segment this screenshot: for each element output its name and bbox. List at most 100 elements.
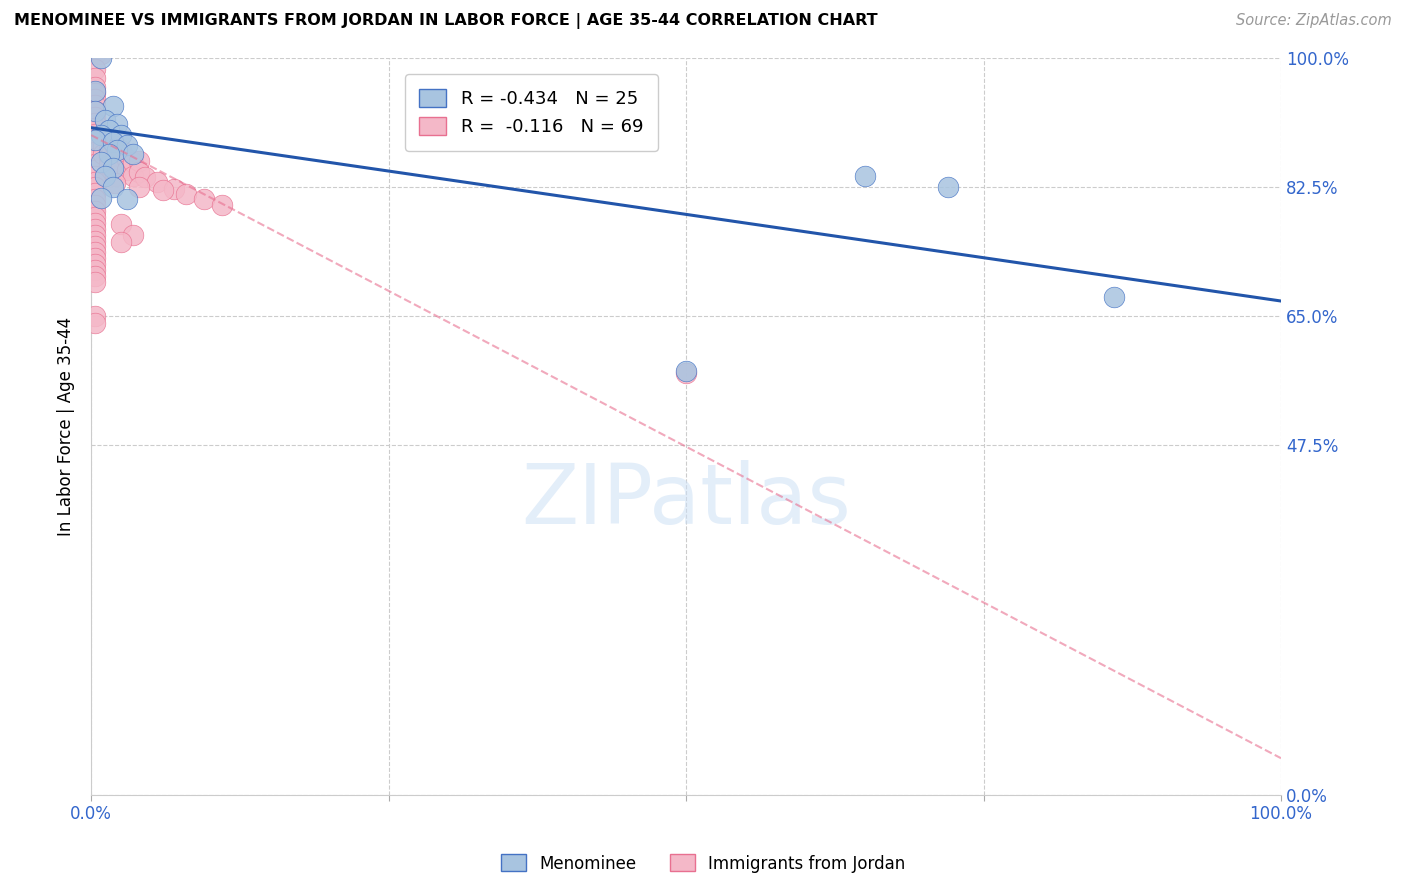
Point bbox=[83, 227, 105, 242]
Point bbox=[83, 110, 105, 124]
Point bbox=[83, 133, 105, 147]
Point bbox=[98, 123, 121, 137]
Point bbox=[83, 103, 105, 118]
Point bbox=[98, 150, 121, 164]
Point bbox=[193, 192, 215, 206]
Point bbox=[83, 198, 105, 212]
Legend: Menominee, Immigrants from Jordan: Menominee, Immigrants from Jordan bbox=[494, 847, 912, 880]
Point bbox=[83, 221, 105, 235]
Point bbox=[104, 169, 127, 183]
Point bbox=[83, 316, 105, 330]
Point bbox=[83, 62, 105, 76]
Point bbox=[101, 161, 124, 176]
Point bbox=[121, 155, 143, 169]
Point bbox=[94, 113, 117, 128]
Point bbox=[83, 139, 105, 153]
Point bbox=[115, 153, 138, 167]
Point bbox=[134, 170, 156, 185]
Point bbox=[128, 153, 150, 168]
Point bbox=[853, 169, 876, 183]
Point bbox=[83, 239, 105, 253]
Point bbox=[83, 103, 105, 118]
Text: MENOMINEE VS IMMIGRANTS FROM JORDAN IN LABOR FORCE | AGE 35-44 CORRELATION CHART: MENOMINEE VS IMMIGRANTS FROM JORDAN IN L… bbox=[14, 13, 877, 29]
Point bbox=[90, 191, 112, 205]
Point bbox=[110, 143, 132, 157]
Point bbox=[83, 71, 105, 86]
Point bbox=[121, 169, 143, 183]
Point bbox=[83, 121, 105, 136]
Point bbox=[91, 139, 114, 153]
Point bbox=[104, 153, 127, 168]
Point bbox=[110, 217, 132, 231]
Point bbox=[83, 169, 105, 183]
Point bbox=[83, 84, 105, 98]
Point bbox=[105, 143, 128, 157]
Point bbox=[83, 263, 105, 277]
Point bbox=[83, 275, 105, 289]
Point bbox=[83, 115, 105, 129]
Point bbox=[94, 169, 117, 183]
Point bbox=[104, 176, 127, 190]
Point bbox=[145, 175, 167, 189]
Point bbox=[83, 309, 105, 323]
Y-axis label: In Labor Force | Age 35-44: In Labor Force | Age 35-44 bbox=[58, 317, 75, 536]
Point bbox=[675, 364, 697, 378]
Point bbox=[90, 128, 112, 142]
Point bbox=[83, 98, 105, 112]
Point bbox=[83, 216, 105, 230]
Point bbox=[83, 210, 105, 224]
Point bbox=[115, 192, 138, 206]
Point bbox=[83, 245, 105, 260]
Point bbox=[83, 162, 105, 177]
Point bbox=[83, 92, 105, 106]
Point bbox=[98, 146, 121, 161]
Text: ZIPatlas: ZIPatlas bbox=[522, 459, 851, 541]
Point bbox=[83, 133, 105, 147]
Point bbox=[128, 179, 150, 194]
Point bbox=[121, 227, 143, 242]
Point bbox=[90, 51, 112, 65]
Legend: R = -0.434   N = 25, R =  -0.116   N = 69: R = -0.434 N = 25, R = -0.116 N = 69 bbox=[405, 74, 658, 151]
Point bbox=[83, 128, 105, 142]
Point bbox=[115, 137, 138, 152]
Point bbox=[83, 252, 105, 266]
Point bbox=[90, 155, 112, 169]
Point bbox=[101, 179, 124, 194]
Point bbox=[101, 98, 124, 112]
Point bbox=[675, 366, 697, 380]
Point bbox=[121, 146, 143, 161]
Point bbox=[104, 139, 127, 153]
Point bbox=[110, 235, 132, 249]
Point bbox=[98, 158, 121, 172]
Point bbox=[152, 183, 174, 197]
Point bbox=[83, 47, 105, 62]
Point bbox=[936, 179, 959, 194]
Point bbox=[128, 165, 150, 179]
Point bbox=[83, 80, 105, 95]
Point bbox=[91, 146, 114, 161]
Point bbox=[110, 158, 132, 172]
Point bbox=[110, 128, 132, 142]
Point bbox=[83, 192, 105, 206]
Point bbox=[83, 180, 105, 194]
Point bbox=[163, 182, 186, 196]
Point bbox=[90, 47, 112, 62]
Point bbox=[83, 151, 105, 165]
Point bbox=[83, 157, 105, 171]
Point bbox=[83, 268, 105, 283]
Point bbox=[115, 162, 138, 177]
Point bbox=[83, 204, 105, 219]
Point bbox=[83, 145, 105, 159]
Point bbox=[1104, 290, 1126, 304]
Point bbox=[83, 86, 105, 100]
Point bbox=[98, 143, 121, 157]
Point bbox=[83, 186, 105, 201]
Point bbox=[176, 187, 198, 202]
Point bbox=[105, 117, 128, 131]
Point bbox=[83, 257, 105, 271]
Point bbox=[101, 136, 124, 150]
Point bbox=[211, 198, 233, 212]
Point bbox=[83, 234, 105, 248]
Text: Source: ZipAtlas.com: Source: ZipAtlas.com bbox=[1236, 13, 1392, 29]
Point bbox=[83, 175, 105, 189]
